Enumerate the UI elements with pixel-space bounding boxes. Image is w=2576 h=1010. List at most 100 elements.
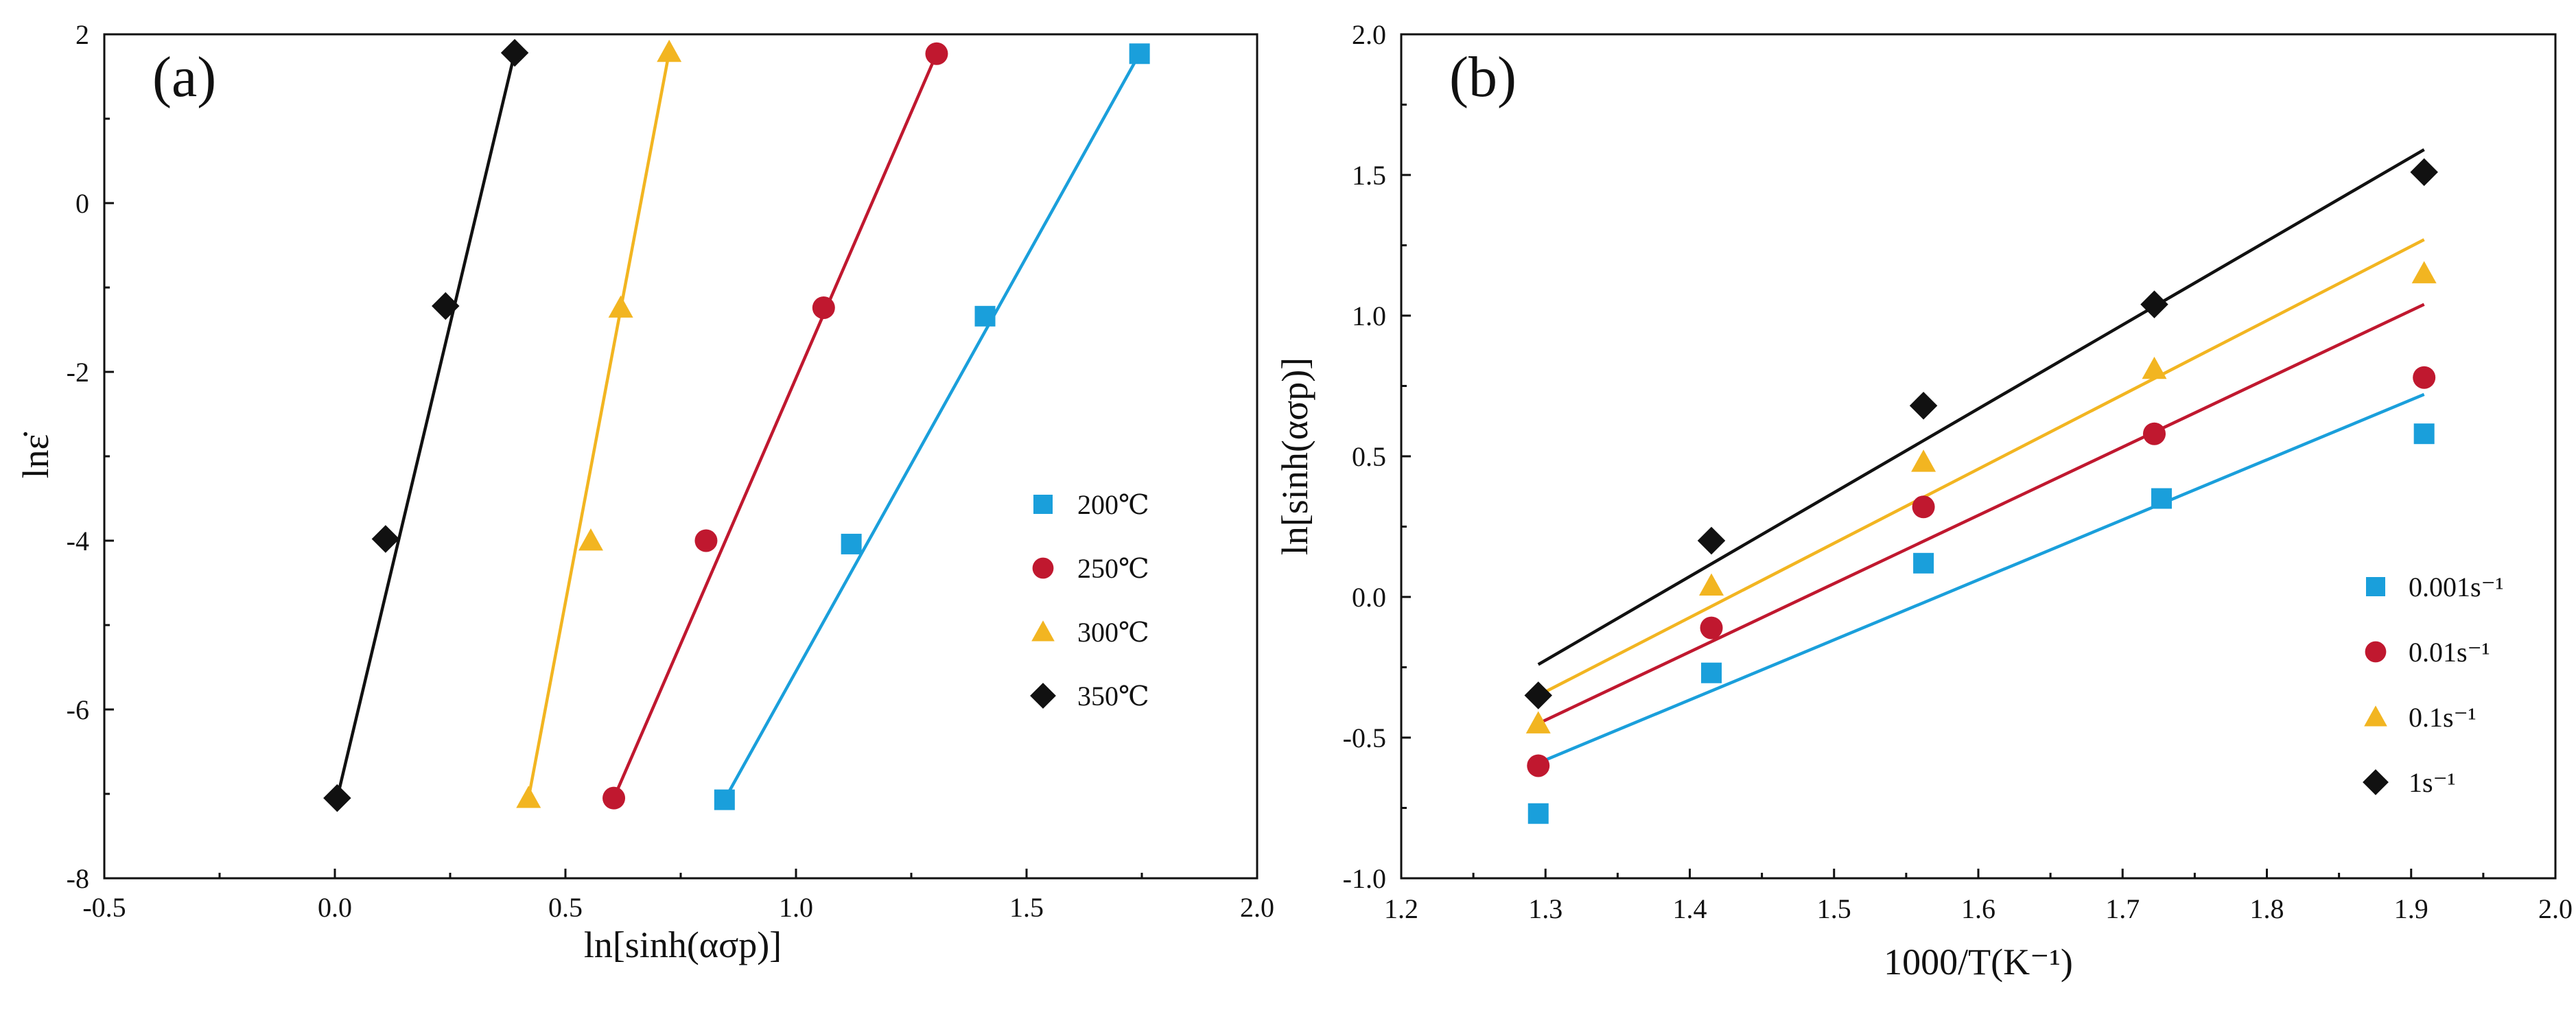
- data-point-series-1: [1129, 43, 1150, 64]
- x-tick-label: 2.0: [1240, 892, 1274, 923]
- y-tick-label: -2: [67, 357, 89, 388]
- fit-line-series-2: [1537, 303, 2425, 725]
- data-point-series-4: [1909, 391, 1938, 420]
- data-point-series-4: [500, 38, 529, 67]
- x-tick-label: 1.2: [1384, 893, 1418, 924]
- y-tick-label: -8: [67, 863, 89, 894]
- panel-a-fit-lines: [336, 51, 1141, 801]
- legend-label-series-2: 0.01s⁻¹: [2409, 637, 2490, 668]
- x-tick-label: 1.9: [2394, 893, 2428, 924]
- legend-marker-series-3: [2364, 705, 2387, 727]
- data-point-series-2: [925, 42, 948, 65]
- fit-line-series-1: [723, 53, 1141, 801]
- fit-line-series-2: [612, 53, 939, 799]
- panel-a-markers: [323, 38, 1150, 812]
- data-point-series-3: [1699, 573, 1724, 596]
- panel-b-y-axis-label: ln[sinh(ασp)]: [1274, 357, 1315, 555]
- x-tick-label: 1.0: [779, 892, 813, 923]
- legend-label-series-2: 250℃: [1077, 553, 1149, 584]
- data-point-series-4: [323, 784, 351, 812]
- data-point-series-2: [602, 786, 626, 810]
- data-point-series-2: [2143, 422, 2166, 445]
- panel-a-y-axis-label: lnε̇: [15, 432, 56, 479]
- panel-a-chart: (a) -0.5 0.0 0.5 1.0 1.5 2.0 -8 -6 -4 -2 0 2 200℃ 25…: [15, 19, 1274, 965]
- data-point-series-3: [2411, 261, 2437, 283]
- data-point-series-2: [1527, 754, 1550, 777]
- y-tick-label: -4: [67, 526, 89, 556]
- data-point-series-4: [432, 292, 460, 320]
- data-point-series-1: [1913, 552, 1934, 574]
- legend-marker-series-1: [1033, 495, 1053, 514]
- y-tick-label: 2: [75, 19, 89, 50]
- panel-a-legend: 200℃ 250℃ 300℃ 350℃: [1030, 489, 1149, 712]
- data-point-series-1: [714, 789, 735, 810]
- panel-a-ticks: -0.5 0.0 0.5 1.0 1.5 2.0 -8 -6 -4 -2 0 2: [67, 19, 1274, 923]
- x-tick-label: 2.0: [2538, 893, 2573, 924]
- y-tick-label: 0.5: [1352, 441, 1386, 472]
- panel-b-ticks: 1.2 1.3 1.4 1.5 1.6 1.7 1.8 1.9 2.0 -1.0 -0.5 0.0 0.…: [1343, 19, 2573, 924]
- data-point-series-2: [1912, 495, 1935, 519]
- data-point-series-2: [2413, 366, 2436, 389]
- x-tick-label: -0.5: [82, 892, 126, 923]
- data-point-series-2: [694, 529, 718, 552]
- y-tick-label: 1.5: [1352, 160, 1386, 191]
- data-point-series-4: [1524, 681, 1552, 709]
- legend-label-series-4: 350℃: [1077, 681, 1149, 712]
- legend-marker-series-4: [1030, 683, 1056, 709]
- x-tick-label: 1.8: [2250, 893, 2284, 924]
- legend-label-series-1: 0.001s⁻¹: [2409, 572, 2504, 602]
- y-tick-label: -0.5: [1343, 723, 1386, 753]
- data-point-series-1: [2151, 488, 2173, 509]
- y-tick-label: -6: [67, 694, 89, 725]
- data-point-series-1: [2413, 423, 2435, 445]
- legend-label-series-3: 0.1s⁻¹: [2409, 702, 2477, 733]
- data-point-series-1: [974, 305, 996, 327]
- panel-b-fit-lines: [1537, 148, 2425, 764]
- y-tick-label: -1.0: [1343, 863, 1386, 894]
- data-point-series-1: [1527, 803, 1549, 824]
- panel-b-tag: (b): [1449, 45, 1517, 109]
- legend-marker-series-2: [1032, 557, 1054, 579]
- legend-marker-series-2: [2365, 641, 2387, 663]
- fit-line-series-3: [1537, 238, 2425, 697]
- y-tick-label: 0: [75, 188, 89, 219]
- data-point-series-3: [657, 39, 682, 62]
- x-tick-label: 0.5: [548, 892, 583, 923]
- data-point-series-4: [2140, 290, 2168, 318]
- x-tick-label: 1.5: [1009, 892, 1044, 923]
- y-tick-label: 1.0: [1352, 301, 1386, 331]
- x-tick-label: 1.3: [1528, 893, 1562, 924]
- data-point-series-3: [1525, 711, 1551, 733]
- data-point-series-2: [812, 296, 835, 320]
- legend-label-series-3: 300℃: [1077, 617, 1149, 648]
- fit-line-series-1: [1537, 392, 2425, 764]
- fit-line-series-4: [1537, 148, 2425, 666]
- x-tick-label: 1.7: [2105, 893, 2140, 924]
- legend-label-series-1: 200℃: [1077, 489, 1149, 520]
- data-point-series-3: [608, 295, 633, 318]
- panel-a-x-axis-label: ln[sinh(ασp)]: [584, 924, 782, 965]
- data-point-series-4: [1697, 526, 1726, 555]
- x-tick-label: 0.0: [318, 892, 352, 923]
- x-tick-label: 1.6: [1961, 893, 1995, 924]
- legend-marker-series-1: [2366, 577, 2385, 596]
- legend-label-series-4: 1s⁻¹: [2409, 767, 2456, 798]
- data-point-series-3: [578, 528, 603, 551]
- x-tick-label: 1.5: [1817, 893, 1851, 924]
- data-point-series-3: [516, 786, 541, 808]
- panel-b-frame: [1400, 33, 2557, 880]
- legend-marker-series-4: [2363, 769, 2389, 795]
- data-point-series-2: [1700, 616, 1723, 639]
- panel-a-frame: [103, 33, 1258, 880]
- panel-b-x-axis-label: 1000/T(K⁻¹): [1884, 941, 2073, 983]
- data-point-series-1: [1701, 662, 1722, 683]
- fit-line-series-4: [336, 52, 517, 799]
- data-point-series-3: [1911, 449, 1936, 472]
- x-tick-label: 1.4: [1673, 893, 1707, 924]
- panel-b-markers: [1524, 158, 2438, 824]
- fit-line-series-3: [527, 51, 671, 799]
- panel-a-tag: (a): [152, 45, 216, 109]
- panel-b-chart: (b) 1.2 1.3 1.4 1.5 1.6 1.7 1.8 1.9 2.0 -1.0 -0.5 0…: [1274, 19, 2573, 983]
- y-tick-label: 0.0: [1352, 582, 1386, 613]
